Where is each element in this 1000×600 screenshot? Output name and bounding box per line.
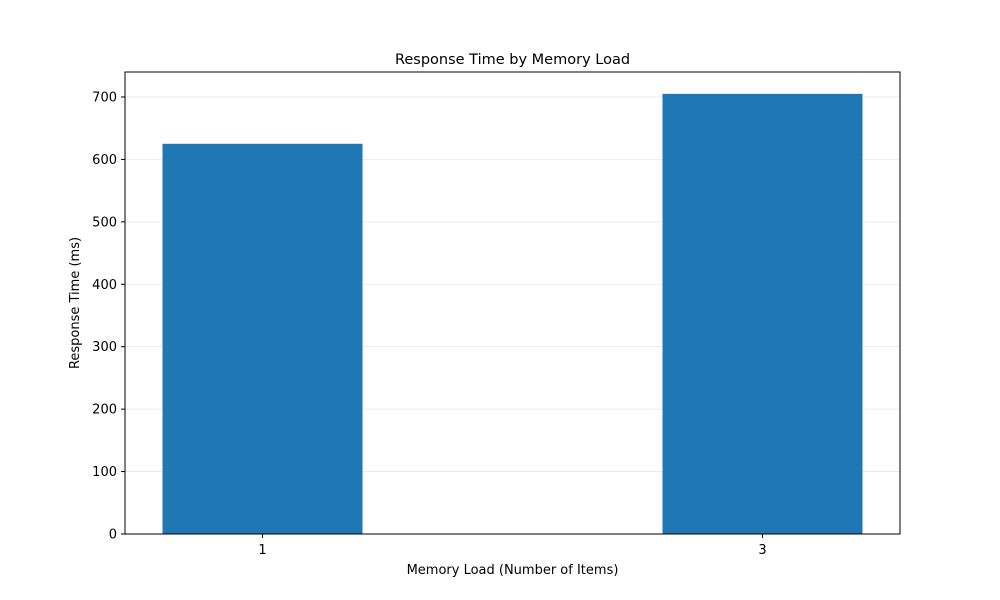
plot-area-frame	[124, 71, 901, 535]
y-tick-label: 600	[92, 153, 117, 168]
y-tick-label: 300	[92, 340, 117, 355]
bar-1	[162, 143, 363, 534]
x-tick-label: 3	[758, 543, 766, 558]
y-tick-label: 700	[92, 90, 117, 105]
x-tick-label: 1	[258, 543, 266, 558]
y-tick-label: 400	[92, 278, 117, 293]
x-axis-label: Memory Load (Number of Items)	[407, 563, 619, 578]
y-tick-label: 0	[109, 528, 117, 543]
y-tick-label: 100	[92, 465, 117, 480]
bar-3	[662, 93, 863, 534]
y-axis-ticks: 0 100 200 300 400 500 600 700	[92, 90, 125, 543]
y-tick-label: 500	[92, 215, 117, 230]
y-axis-label: Response Time (ms)	[68, 237, 83, 369]
bars-layer	[162, 93, 863, 534]
chart-title: Response Time by Memory Load	[395, 52, 630, 68]
y-tick-label: 200	[92, 403, 117, 418]
